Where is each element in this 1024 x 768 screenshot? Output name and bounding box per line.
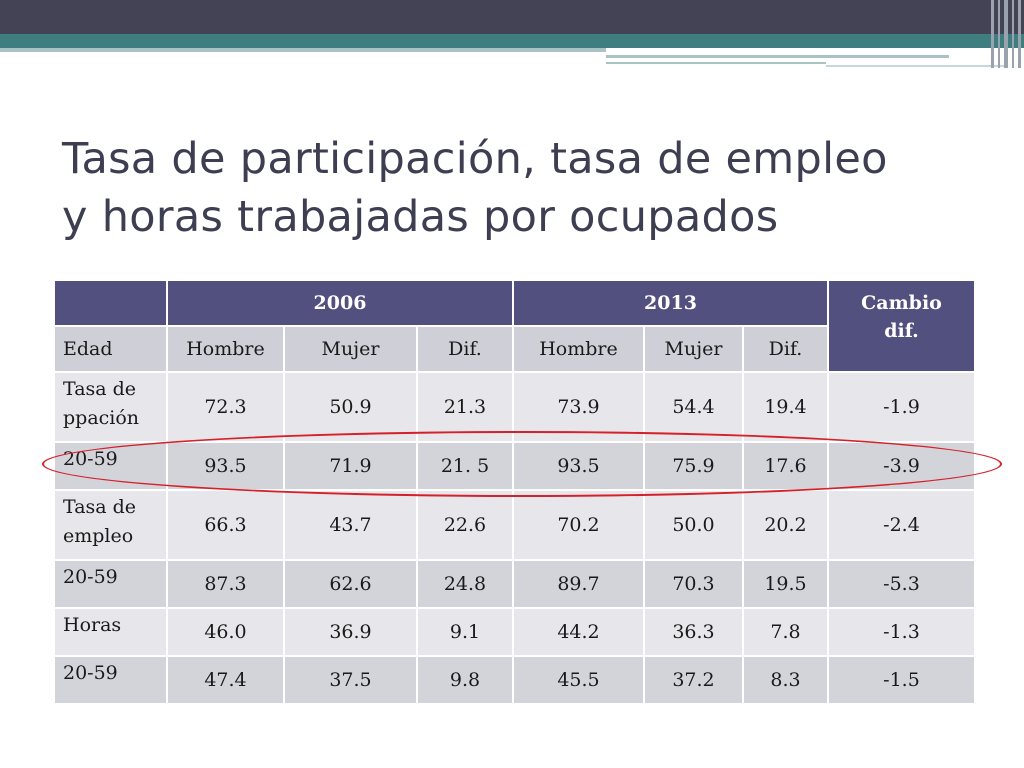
table-cell: 37.2	[643, 655, 744, 705]
year-header-2006: 2006	[166, 279, 514, 327]
subheader-cell: Mujer	[283, 325, 418, 373]
row-label-line-1: 20-59	[63, 566, 118, 588]
row-label-line-2: empleo	[63, 525, 134, 547]
subheader-cell: Edad	[53, 325, 168, 373]
table-cell: 21. 5	[416, 441, 514, 491]
table-cell: -1.3	[827, 607, 976, 657]
row-label: 20-59	[53, 559, 168, 609]
banner-line	[606, 55, 949, 58]
top-banner	[0, 0, 1024, 34]
subheader-cell: Mujer	[643, 325, 744, 373]
table-row: 20-59 47.4 37.5 9.8 45.5 37.2 8.3 -1.5	[53, 655, 976, 705]
table-cell: 17.6	[742, 441, 829, 491]
table-cell: -2.4	[827, 489, 976, 561]
row-label: 20-59	[53, 655, 168, 705]
row-label: Tasa de empleo	[53, 489, 168, 561]
banner-line	[826, 65, 1004, 67]
table-cell: 62.6	[283, 559, 418, 609]
table-cell: 8.3	[742, 655, 829, 705]
table-cell: 70.2	[512, 489, 645, 561]
table-cell: 70.3	[643, 559, 744, 609]
data-table: 2006 2013 Cambio dif. Edad Hombre Mujer …	[53, 279, 976, 705]
table-row: Horas 46.0 36.9 9.1 44.2 36.3 7.8 -1.3	[53, 607, 976, 657]
table-cell: 36.9	[283, 607, 418, 657]
table-cell: 9.8	[416, 655, 514, 705]
subheader-row: Edad Hombre Mujer Dif. Hombre Mujer Dif.	[53, 325, 975, 373]
table-cell: 9.1	[416, 607, 514, 657]
table-cell: 87.3	[166, 559, 285, 609]
row-label: 20-59	[53, 441, 168, 491]
row-label-line-1: 20-59	[63, 448, 118, 470]
table-cell: 20.2	[742, 489, 829, 561]
table-cell: 54.4	[643, 371, 744, 443]
table-cell: -5.3	[827, 559, 976, 609]
top-banner-accent	[0, 34, 1024, 48]
row-label: Horas	[53, 607, 168, 657]
table-cell: -3.9	[827, 441, 976, 491]
table-cell: 93.5	[512, 441, 645, 491]
table-cell: 50.0	[643, 489, 744, 561]
header-empty-cell	[53, 279, 168, 327]
slide-title-line-2: y horas trabajadas por ocupados	[62, 192, 779, 242]
table-cell: 24.8	[416, 559, 514, 609]
subheader-cell: Dif.	[742, 325, 829, 373]
table-cell: 19.4	[742, 371, 829, 443]
banner-line	[0, 48, 606, 52]
subheader-cell: Hombre	[512, 325, 645, 373]
table-cell: 73.9	[512, 371, 645, 443]
table-cell: 44.2	[512, 607, 645, 657]
table-cell: 71.9	[283, 441, 418, 491]
slide-title: Tasa de participación, tasa de empleo y …	[62, 130, 962, 246]
table-cell: 89.7	[512, 559, 645, 609]
banner-stripes	[989, 0, 1024, 68]
cambio-header-line-1: Cambio	[861, 292, 942, 314]
row-label-line-2: ppación	[63, 407, 140, 429]
row-label-line-1: 20-59	[63, 662, 118, 684]
table-cell: 46.0	[166, 607, 285, 657]
year-header-2013: 2013	[512, 279, 829, 327]
table-cell: 37.5	[283, 655, 418, 705]
table-cell: 72.3	[166, 371, 285, 443]
cambio-header: Cambio dif.	[827, 279, 976, 373]
cambio-header-line-2: dif.	[884, 320, 919, 342]
table-cell: 7.8	[742, 607, 829, 657]
table-cell: 19.5	[742, 559, 829, 609]
slide-title-line-1: Tasa de participación, tasa de empleo	[62, 134, 888, 184]
table-cell: 47.4	[166, 655, 285, 705]
table-cell: -1.5	[827, 655, 976, 705]
table-row: 20-59 87.3 62.6 24.8 89.7 70.3 19.5 -5.3	[53, 559, 976, 609]
subheader-cell: Hombre	[166, 325, 285, 373]
table-cell: 66.3	[166, 489, 285, 561]
banner-line	[606, 48, 1024, 52]
banner-line	[606, 62, 826, 64]
subheader-cell: Dif.	[416, 325, 514, 373]
table-cell: 50.9	[283, 371, 418, 443]
table-cell: 22.6	[416, 489, 514, 561]
table-row: Tasa de empleo 66.3 43.7 22.6 70.2 50.0 20.2 -2.…	[53, 489, 976, 561]
table-cell: 21.3	[416, 371, 514, 443]
table-cell: -1.9	[827, 371, 976, 443]
table-row: Tasa de ppación 72.3 50.9 21.3 73.9 54.4 19.4 -1…	[53, 371, 976, 443]
table-cell: 93.5	[166, 441, 285, 491]
table-cell: 45.5	[512, 655, 645, 705]
table-cell: 43.7	[283, 489, 418, 561]
table-cell: 75.9	[643, 441, 744, 491]
table-cell: 36.3	[643, 607, 744, 657]
row-label-line-1: Tasa de	[63, 496, 137, 518]
row-label-line-1: Tasa de	[63, 378, 137, 400]
row-label: Tasa de ppación	[53, 371, 168, 443]
table-row: 20-59 93.5 71.9 21. 5 93.5 75.9 17.6 -3.9	[53, 441, 976, 491]
row-label-line-1: Horas	[63, 614, 122, 636]
